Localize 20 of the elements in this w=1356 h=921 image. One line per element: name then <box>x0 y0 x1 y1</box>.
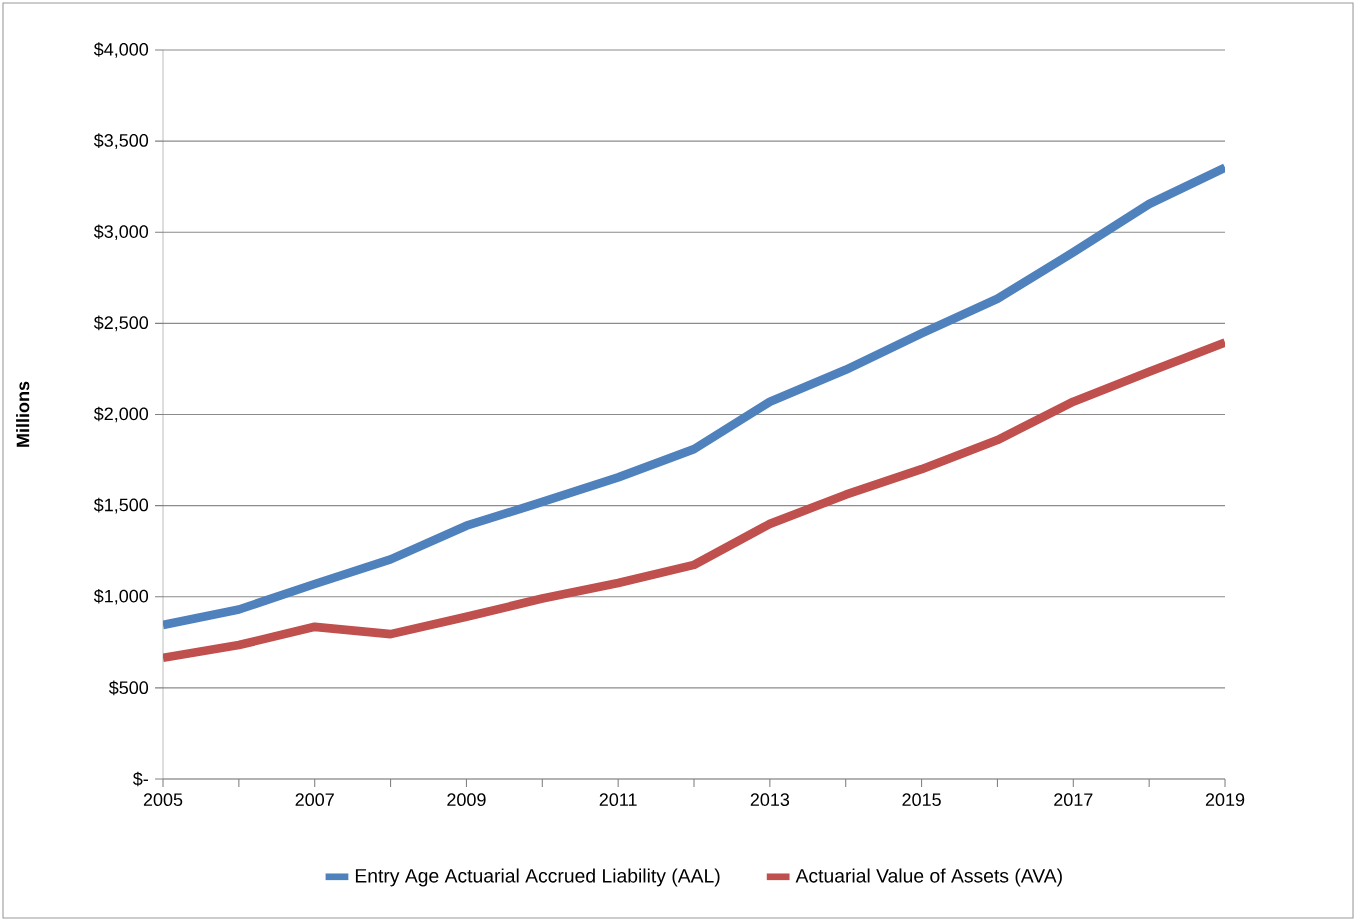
y-tick-label: $1,000 <box>93 588 149 605</box>
x-tick-label: 2007 <box>295 793 334 806</box>
y-tick-label: $4,000 <box>93 42 149 58</box>
y-tick-label: $- <box>132 771 148 787</box>
x-tick-label: 2015 <box>902 793 941 806</box>
x-tick-label: 2011 <box>599 793 637 806</box>
y-tick-label: $500 <box>108 680 149 696</box>
x-tick-label: 2009 <box>447 793 486 806</box>
y-axis-title: Millions <box>16 381 30 447</box>
legend-label: Actuarial Value of Assets (AVA) <box>795 868 1062 887</box>
x-tick-label: 2013 <box>750 793 790 806</box>
y-tick-label: $2,000 <box>93 406 149 423</box>
x-tick-label: 2017 <box>1054 793 1093 806</box>
legend-label: Entry Age Actuarial Accrued Liability (AAL) <box>355 868 720 887</box>
y-tick-label: $3,000 <box>93 224 149 241</box>
y-tick-label: $1,500 <box>93 497 149 514</box>
x-tick-label: 2019 <box>1205 793 1245 806</box>
x-tick-label: 2005 <box>143 793 183 806</box>
y-tick-label: $3,500 <box>93 133 149 149</box>
y-tick-label: $2,500 <box>93 315 149 332</box>
